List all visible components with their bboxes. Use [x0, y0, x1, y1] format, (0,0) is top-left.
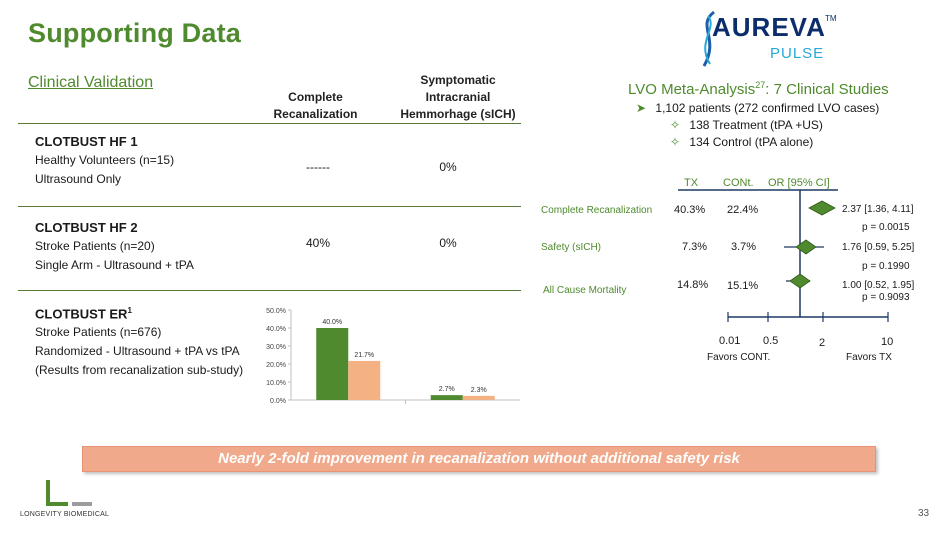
meta-analysis-title: LVO Meta-Analysis27: 7 Clinical Studies [628, 80, 889, 98]
subbullet-text: 134 Control (tPA alone) [689, 135, 814, 149]
col-header-sich: Symptomatic Intracranial Hemmorhage (sIC… [390, 72, 526, 123]
study-line: Stroke Patients (n=20) [35, 239, 155, 253]
col1-line: Complete [288, 90, 343, 104]
study2-recan: 40% [305, 236, 331, 250]
star-bullet-icon: ✧ [670, 118, 681, 132]
chart-data-label: 40.0% [322, 319, 342, 326]
longevity-logo-text: LONGEVITY BIOMEDICAL [20, 511, 110, 518]
forest-diamond [789, 273, 811, 289]
row-rule [18, 290, 521, 291]
col1-line: Recanalization [273, 107, 358, 121]
forest-tick-label: 2 [819, 337, 826, 349]
study1-sich: 0% [439, 160, 457, 174]
meta-subbullet: ✧ 134 Control (tPA alone) [670, 135, 813, 149]
forest-tick-label: 0.01 [719, 335, 741, 347]
arrow-bullet-icon: ➤ [636, 101, 647, 115]
study-line: Healthy Volunteers (n=15) [35, 153, 175, 167]
forest-head-cont: CONt. [723, 177, 754, 189]
meta-title-text: LVO Meta-Analysis [628, 81, 756, 98]
forest-row-label: Complete Recanalization [541, 205, 653, 216]
forest-row-or: 1.00 [0.52, 1.95] [842, 280, 915, 291]
chart-data-label: 2.7% [439, 386, 455, 393]
study-name: CLOTBUST HF 1 [35, 134, 138, 149]
forest-head-tx: TX [684, 177, 699, 189]
subbullet-text: 138 Treatment (tPA +US) [689, 118, 823, 132]
bullet-text: 1,102 patients (272 confirmed LVO cases) [655, 101, 880, 115]
favors-control-label: Favors CONT. [707, 352, 771, 363]
forest-row-or: 1.76 [0.59, 5.25] [842, 242, 915, 253]
chart-y-tick-label: 20.0% [266, 362, 286, 369]
forest-row-tx: 40.3% [674, 204, 706, 216]
forest-row-label: All Cause Mortality [543, 285, 627, 296]
study-line: (Results from recanalization sub-study) [35, 363, 244, 377]
forest-row-p: p = 0.1990 [862, 261, 910, 272]
study-name: CLOTBUST HF 2 [35, 220, 138, 235]
study-line: Stroke Patients (n=676) [35, 325, 162, 339]
forest-row-or: 2.37 [1.36, 4.11] [842, 204, 914, 215]
study-line: Randomized - Ultrasound + tPA vs tPA [35, 344, 240, 358]
forest-row-tx: 7.3% [682, 241, 708, 253]
forest-row-label: Safety (sICH) [541, 242, 602, 253]
slide-title: Supporting Data [28, 18, 241, 48]
page-number: 33 [918, 508, 930, 519]
study-line: Ultrasound Only [35, 172, 122, 186]
chart-data-label: 21.7% [354, 352, 374, 359]
chart-y-tick-label: 0.0% [270, 398, 286, 405]
star-bullet-icon: ✧ [670, 135, 681, 149]
logo-trademark: TM [825, 14, 837, 23]
col2-line: Intracranial [425, 90, 491, 104]
logo-wordmark: AUREVA [712, 12, 826, 42]
meta-bullet: ➤ 1,102 patients (272 confirmed LVO case… [636, 101, 879, 115]
banner-text: Nearly 2-fold improvement in recanalizat… [218, 450, 740, 467]
favors-treatment-label: Favors TX [846, 352, 892, 363]
forest-diamond [808, 200, 836, 216]
chart-bar [348, 360, 381, 400]
forest-row-cont: 3.7% [731, 241, 757, 253]
chart-data-label: 2.3% [471, 387, 487, 394]
chart-bar [316, 328, 349, 400]
forest-row-tx: 14.8% [677, 279, 709, 291]
forest-row-p: p = 0.0015 [862, 222, 910, 233]
row-rule [18, 206, 521, 207]
chart-y-tick-label: 10.0% [266, 380, 286, 387]
forest-tick-label: 10 [881, 336, 894, 348]
study-name: CLOTBUST ER1 [35, 306, 132, 321]
forest-diamond [795, 239, 817, 255]
study-name-text: CLOTBUST ER [35, 306, 128, 322]
study-description: Healthy Volunteers (n=15) Ultrasound Onl… [35, 151, 174, 189]
forest-row-cont: 22.4% [727, 204, 759, 216]
study2-sich: 0% [439, 236, 457, 250]
header-rule [18, 123, 521, 124]
study-description: Stroke Patients (n=676) Randomized - Ult… [35, 323, 243, 380]
forest-tick-label: 0.5 [763, 335, 779, 347]
forest-plot [678, 189, 889, 322]
clinical-validation-title: Clinical Validation [28, 74, 154, 91]
meta-title-sup: 27 [755, 80, 766, 90]
chart-y-tick-label: 50.0% [266, 308, 286, 315]
longevity-logo-mark [46, 480, 92, 506]
study-line: Single Arm - Ultrasound + tPA [35, 258, 194, 272]
col2-line: Hemmorhage (sICH) [400, 107, 516, 121]
clotbust-er-bar-chart: 0.0% 10.0% 20.0% 30.0% 40.0% 50.0% 40.0% 21.7% 2… [266, 308, 520, 405]
chart-y-tick-label: 30.0% [266, 344, 286, 351]
logo-pulse: PULSE [770, 45, 825, 62]
meta-title-rest: : 7 Clinical Studies [765, 81, 889, 98]
forest-head-or: OR [95% CI] [768, 177, 830, 189]
meta-subbullet: ✧ 138 Treatment (tPA +US) [670, 118, 823, 132]
study-name-sup: 1 [127, 306, 132, 315]
study1-recan: ------ [306, 160, 330, 174]
chart-y-tick-label: 40.0% [266, 326, 286, 333]
forest-row-cont: 15.1% [727, 280, 759, 292]
col-header-recanalization: Complete Recanalization [258, 89, 373, 123]
aureva-logo [702, 10, 716, 67]
chart-bar [462, 395, 495, 400]
study-description: Stroke Patients (n=20) Single Arm - Ultr… [35, 237, 194, 275]
col2-line: Symptomatic [420, 73, 496, 87]
chart-bar [430, 395, 463, 400]
conclusion-banner: Nearly 2-fold improvement in recanalizat… [82, 446, 876, 472]
forest-row-p: p = 0.9093 [862, 292, 910, 303]
